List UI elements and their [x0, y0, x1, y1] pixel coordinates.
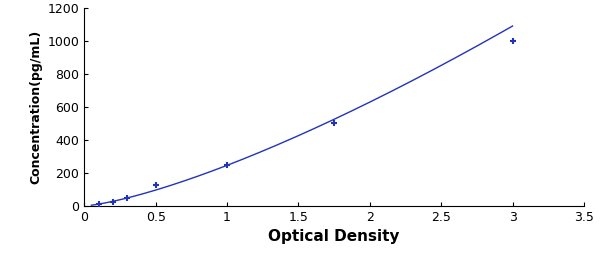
X-axis label: Optical Density: Optical Density [268, 229, 400, 244]
Y-axis label: Concentration(pg/mL): Concentration(pg/mL) [29, 30, 42, 184]
